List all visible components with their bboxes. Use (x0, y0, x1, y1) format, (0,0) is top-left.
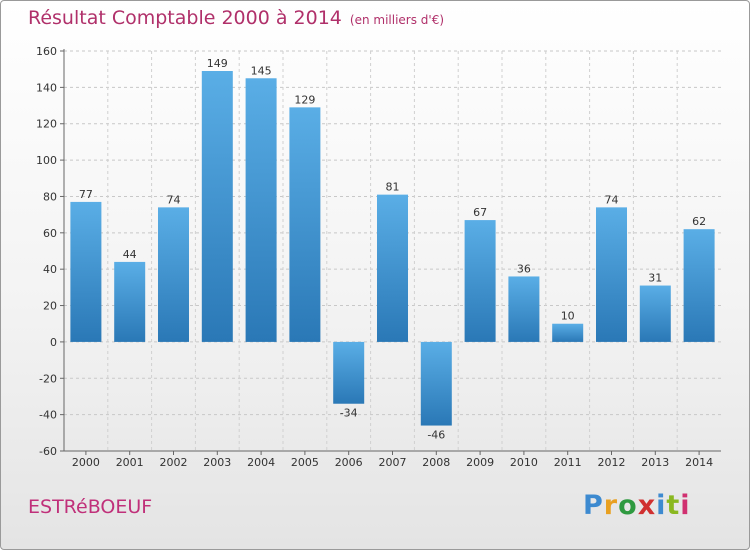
bar-value-label: 74 (605, 193, 619, 206)
x-tick-label: 2005 (291, 456, 319, 469)
bar-value-label: -34 (340, 407, 358, 420)
proxiti-logo-letter: i (656, 490, 667, 521)
y-tick-label: 80 (43, 190, 57, 203)
bar (683, 229, 715, 342)
proxiti-logo-letter: x (637, 490, 657, 521)
proxiti-logo-letter: o (618, 490, 638, 521)
x-tick-label: 2003 (203, 456, 231, 469)
proxiti-logo: Proxiti (583, 490, 691, 521)
bar (420, 341, 452, 426)
bar (114, 261, 146, 342)
x-tick-label: 2009 (466, 456, 494, 469)
x-tick-label: 2010 (510, 456, 538, 469)
bar (70, 201, 102, 342)
bar-value-label: 62 (692, 215, 706, 228)
y-tick-label: 160 (36, 45, 57, 58)
proxiti-logo-letter: i (680, 490, 691, 521)
y-tick-label: 40 (43, 263, 57, 276)
y-tick-label: 120 (36, 118, 57, 131)
x-tick-label: 2000 (72, 456, 100, 469)
bar-value-label: 74 (167, 193, 181, 206)
y-tick-label: 20 (43, 300, 57, 313)
x-tick-label: 2002 (160, 456, 188, 469)
x-tick-label: 2013 (641, 456, 669, 469)
bar (639, 285, 671, 342)
bar-value-label: 31 (648, 272, 662, 285)
bar-value-label: 67 (473, 206, 487, 219)
x-tick-label: 2001 (116, 456, 144, 469)
bar (508, 276, 540, 342)
y-tick-label: -60 (39, 445, 57, 458)
bar (596, 207, 627, 342)
chart-title-unit: (en milliers d'€) (349, 13, 445, 27)
bar-value-label: -46 (427, 429, 445, 442)
bar-value-label: 77 (79, 188, 93, 201)
y-tick-label: 0 (50, 336, 57, 349)
chart-title-main: Résultat Comptable 2000 à 2014 (28, 7, 342, 29)
bar (158, 207, 189, 342)
x-tick-label: 2012 (598, 456, 626, 469)
bar (245, 78, 277, 342)
x-tick-label: 2004 (247, 456, 275, 469)
y-tick-label: 100 (36, 154, 57, 167)
proxiti-logo-letter: r (603, 490, 619, 521)
bar (333, 341, 365, 404)
bar-value-label: 149 (207, 57, 228, 70)
bar-value-label: 10 (561, 310, 575, 323)
bar-value-label: 145 (251, 64, 272, 77)
bar-value-label: 81 (386, 181, 400, 194)
x-tick-label: 2006 (335, 456, 363, 469)
x-tick-label: 2011 (554, 456, 582, 469)
chart-title: Résultat Comptable 2000 à 2014 (en millie… (28, 7, 444, 29)
x-tick-label: 2014 (685, 456, 713, 469)
bar (201, 71, 233, 342)
bar-value-label: 36 (517, 262, 531, 275)
y-tick-label: -40 (39, 409, 57, 422)
y-tick-label: -20 (39, 372, 57, 385)
bar-value-label: 129 (294, 93, 315, 106)
bar-value-label: 44 (123, 248, 137, 261)
bar (552, 323, 584, 342)
y-tick-label: 60 (43, 227, 57, 240)
x-tick-label: 2007 (379, 456, 407, 469)
bar (289, 107, 321, 342)
x-tick-label: 2008 (422, 456, 450, 469)
commune-name: ESTRéBOEUF (28, 496, 153, 518)
y-tick-label: 140 (36, 81, 57, 94)
bar (464, 220, 496, 342)
bar (377, 194, 408, 342)
proxiti-logo-letter: P (583, 490, 604, 521)
proxiti-logo-letter: t (666, 490, 681, 521)
